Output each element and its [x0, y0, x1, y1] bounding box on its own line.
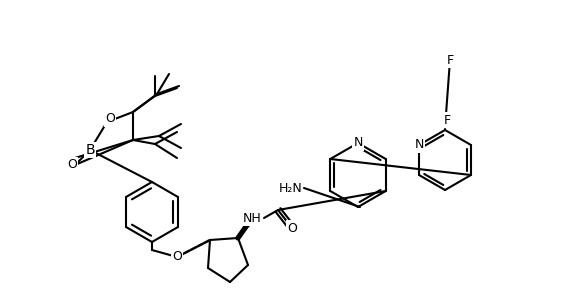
- Text: O: O: [67, 158, 77, 172]
- Text: N: N: [353, 137, 363, 150]
- Text: H₂N: H₂N: [278, 181, 302, 195]
- Text: B: B: [85, 143, 95, 157]
- Text: F: F: [446, 54, 454, 66]
- Polygon shape: [238, 216, 255, 238]
- Text: O: O: [287, 222, 297, 234]
- Text: N: N: [414, 138, 424, 152]
- Text: O: O: [172, 251, 182, 263]
- Text: NH: NH: [243, 211, 261, 225]
- Text: O: O: [105, 112, 115, 126]
- Text: F: F: [443, 114, 451, 126]
